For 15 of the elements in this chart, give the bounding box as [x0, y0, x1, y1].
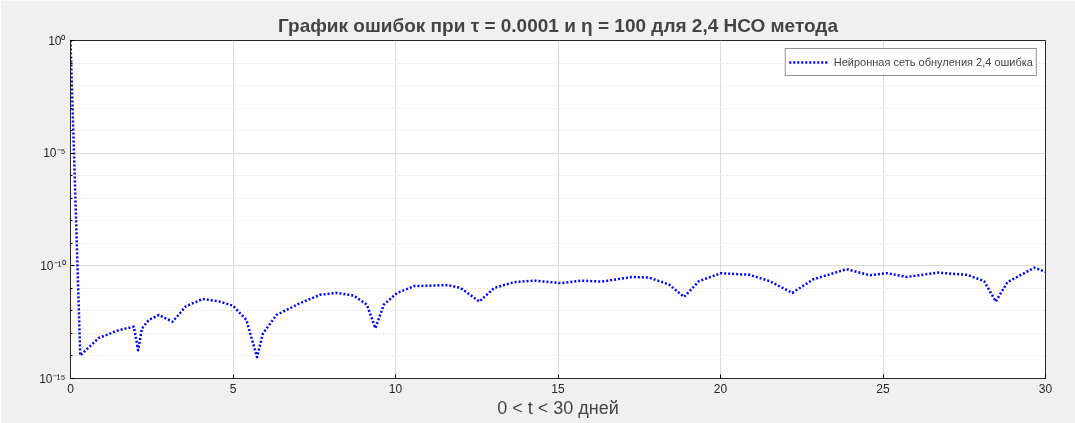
x-tick-label: 0 [67, 381, 75, 396]
line-series [70, 40, 1046, 359]
x-tick-label: 30 [1038, 381, 1053, 396]
legend-label: Нейронная сеть обнуления 2,4 ошибка [833, 56, 1033, 68]
x-axis-title: 0 < t < 30 дней [497, 397, 619, 418]
chart-title: График ошибок при τ = 0.0001 и η = 100 для 2,4 НСО метода [278, 14, 839, 36]
x-tick-label: 15 [551, 381, 565, 396]
y-tick-label: 10⁻¹⁰ [40, 258, 66, 273]
x-tick-label: 25 [876, 381, 890, 396]
y-tick-label: 10⁻¹⁵ [39, 371, 66, 386]
x-tick-label: 10 [388, 381, 403, 396]
y-tick-label: 10⁻⁵ [43, 146, 66, 161]
y-tick-label: 10⁰ [48, 33, 66, 48]
x-tick-label: 5 [229, 381, 237, 396]
x-tick-label: 20 [713, 381, 728, 396]
